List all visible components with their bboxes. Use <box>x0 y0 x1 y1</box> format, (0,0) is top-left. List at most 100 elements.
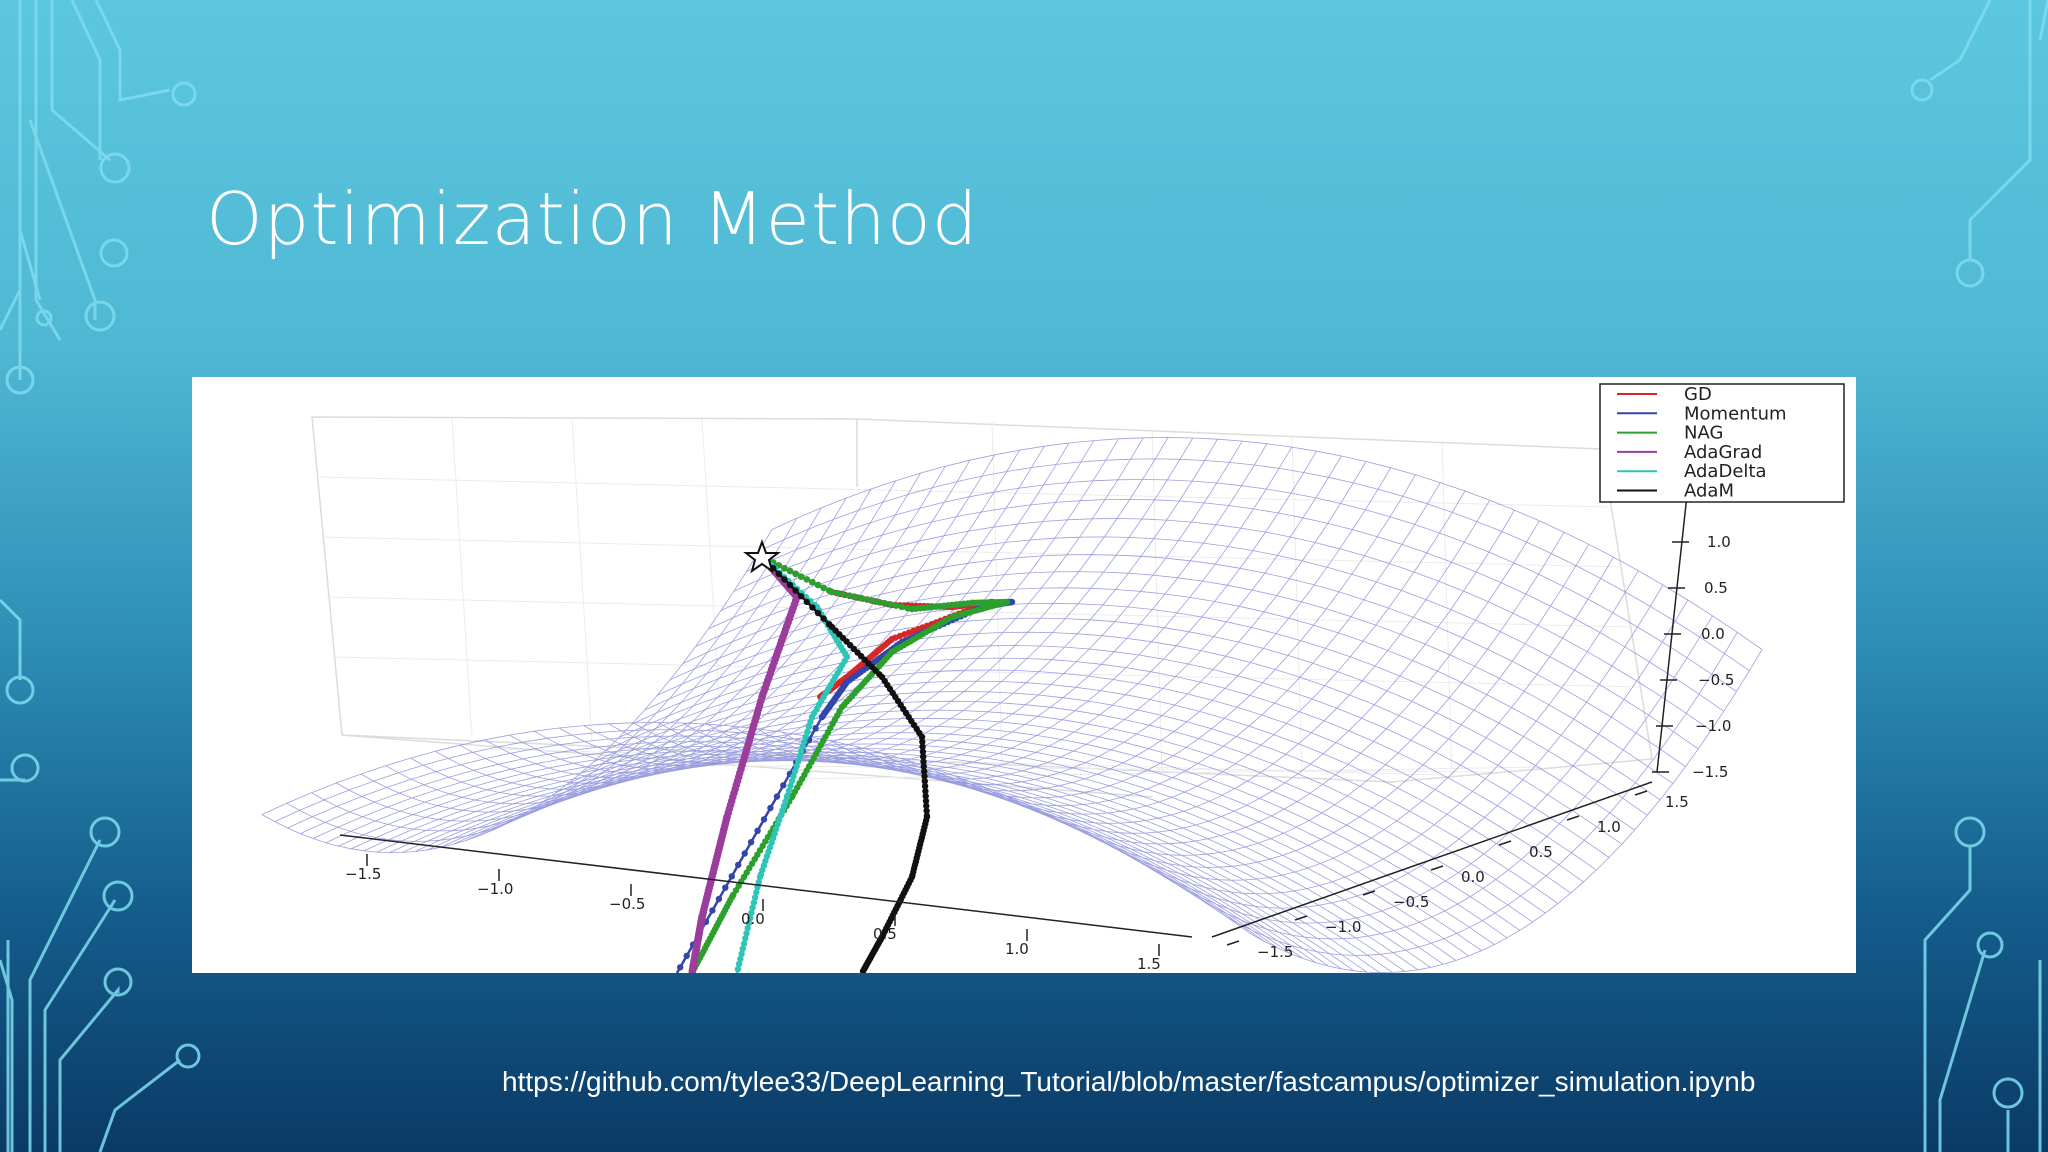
path-point <box>788 777 796 785</box>
path-point <box>735 861 742 869</box>
surface-wire <box>516 725 1508 939</box>
path-point <box>688 967 697 973</box>
path-point <box>792 570 799 577</box>
path-point <box>809 579 816 586</box>
path-point <box>683 952 690 960</box>
x-tick-label: −1.0 <box>477 880 513 898</box>
surface-wire <box>979 499 1491 824</box>
legend-item-nag: NAG <box>1617 423 1723 444</box>
surface-wire <box>695 554 1686 767</box>
surface-wire <box>1029 520 1540 845</box>
surface-wire <box>1251 649 1763 973</box>
path-point <box>820 615 827 622</box>
path-point <box>785 787 793 794</box>
z-tick-label: 0.0 <box>1701 625 1725 643</box>
surface-wire <box>669 587 1661 801</box>
path-point <box>881 599 888 607</box>
surface-wire <box>414 759 1406 972</box>
legend-label: GD <box>1684 384 1712 405</box>
path-point <box>760 816 768 823</box>
path-point <box>852 593 859 601</box>
path-point <box>803 598 810 605</box>
surface-wire <box>682 571 1674 784</box>
x-tick-label: 1.5 <box>1137 955 1161 973</box>
surface-wire <box>771 437 1763 650</box>
legend-label: AdaDelta <box>1684 461 1766 482</box>
legend-item-gd: GD <box>1617 384 1712 405</box>
path-point <box>812 725 819 732</box>
surface-wire <box>618 645 1610 858</box>
path-point <box>755 878 762 886</box>
surface-wire <box>1128 570 1639 895</box>
path-point <box>923 807 930 814</box>
path-point <box>820 584 827 591</box>
path-point <box>840 591 847 598</box>
x-tick-label: 0.5 <box>873 925 897 943</box>
path-point <box>803 576 810 583</box>
surface-wire <box>459 459 971 784</box>
legend-label: AdaGrad <box>1684 442 1762 463</box>
grid-lines <box>316 416 1641 780</box>
path-point <box>887 601 894 608</box>
surface-wire <box>325 750 1317 964</box>
path-point <box>919 738 926 746</box>
path-point <box>920 758 927 765</box>
path-point <box>805 723 813 730</box>
path-point <box>921 768 928 775</box>
y-tick-label: −0.5 <box>1393 893 1429 911</box>
path-point <box>751 894 759 901</box>
path-point <box>921 783 929 790</box>
x-axis-line <box>339 834 1193 938</box>
path-point <box>814 581 822 589</box>
surface-wire <box>1202 615 1713 940</box>
source-url-link[interactable]: https://github.com/tylee33/DeepLearning_… <box>502 1066 1756 1097</box>
path-point <box>677 964 684 971</box>
z-tick-label: −0.5 <box>1698 671 1734 689</box>
surface-wire <box>708 536 1699 750</box>
path-point <box>767 804 774 812</box>
path-point <box>791 768 799 775</box>
z-tick-label: −1.0 <box>1695 717 1731 735</box>
surface-wire <box>733 498 1725 712</box>
path-point <box>753 889 760 896</box>
surface-wire <box>542 709 1533 923</box>
optimizer-surface-chart: −1.5 −1.0 −0.5 0.0 0.5 1.0 1.5 −1.5 −1.0 −0.5 0.0 0… <box>192 377 1856 973</box>
surface-wire <box>644 617 1635 831</box>
path-point <box>745 919 753 927</box>
legend-item-adagrad: AdaGrad <box>1617 442 1762 463</box>
optimizer-paths <box>675 553 1016 973</box>
path-point <box>747 914 754 922</box>
surface-wire <box>580 680 1572 894</box>
path-point <box>743 930 750 937</box>
path-point <box>756 873 764 881</box>
chart-canvas: −1.5−1.0−0.50.00.51.01.5−1.5−1.0−0.50.00… <box>261 383 1845 973</box>
surface-wire <box>453 751 1444 965</box>
path-point <box>921 778 928 785</box>
legend-label: AdaM <box>1684 481 1734 502</box>
surface-wire <box>905 474 1416 799</box>
y-tick-mark <box>1498 840 1512 846</box>
surface-wire <box>376 759 1368 973</box>
surface-wire <box>555 700 1546 914</box>
path-point <box>786 581 794 589</box>
path-point <box>798 573 805 580</box>
path-point <box>828 588 836 596</box>
path-point <box>804 728 811 735</box>
legend-item-adam: AdaM <box>1617 481 1734 502</box>
path-point <box>923 802 930 810</box>
slide-title: Optimization Method <box>206 177 979 261</box>
legend-item-adadelta: AdaDelta <box>1617 461 1766 482</box>
path-point <box>807 718 814 726</box>
path-point <box>781 565 788 572</box>
y-tick-mark <box>1430 865 1444 871</box>
path-point <box>859 968 867 973</box>
path-point <box>857 595 865 602</box>
surface-wire <box>286 518 798 842</box>
path-point <box>740 940 748 947</box>
path-point <box>754 827 761 834</box>
surface-wire <box>746 479 1737 692</box>
y-axis-line <box>1211 781 1653 938</box>
y-tick-label: −1.0 <box>1325 918 1361 936</box>
path-point <box>892 602 900 609</box>
